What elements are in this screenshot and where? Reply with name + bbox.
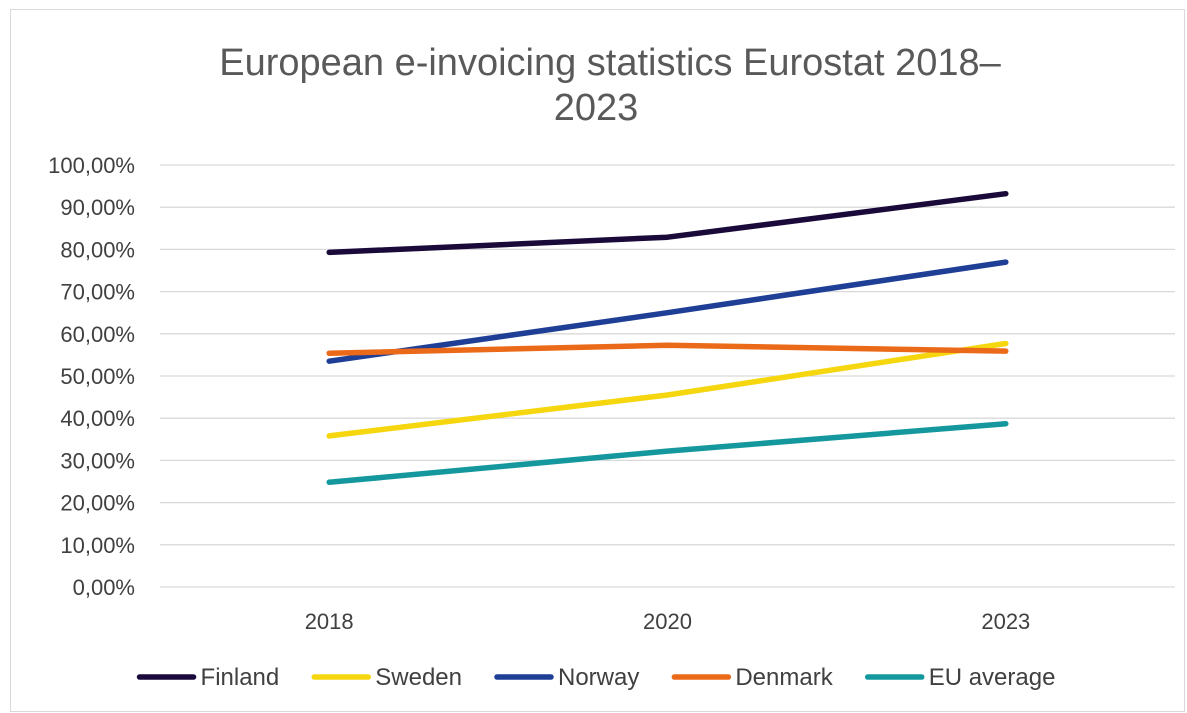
legend-label: Denmark — [735, 664, 833, 691]
x-tick-label: 2023 — [981, 609, 1030, 634]
y-tick-label: 30,00% — [60, 448, 135, 473]
legend-label: Finland — [201, 664, 280, 691]
y-tick-label: 70,00% — [60, 280, 135, 305]
series-line-denmark — [326, 342, 1009, 356]
legend-item-finland: Finland — [136, 664, 280, 691]
gridlines — [160, 164, 1175, 588]
y-tick-label: 90,00% — [60, 195, 135, 220]
series-line-eu-average — [326, 420, 1009, 486]
x-tick-label: 2020 — [643, 609, 692, 634]
series-line-sweden — [326, 340, 1009, 439]
chart-title-line-1: European e-invoicing statistics Eurostat… — [219, 42, 1001, 84]
y-tick-label: 20,00% — [60, 491, 135, 516]
chart-title: European e-invoicing statistics Eurostat… — [219, 42, 1001, 129]
legend-item-eu-average: EU average — [864, 664, 1056, 691]
legend-label: EU average — [929, 664, 1056, 691]
y-tick-label: 10,00% — [60, 533, 135, 558]
y-tick-label: 0,00% — [73, 575, 135, 600]
legend-label: Norway — [558, 664, 639, 691]
legend-item-norway: Norway — [494, 664, 639, 691]
y-axis: 0,00% 10,00% 20,00% 30,00% 40,00% 50,00% 60,00… — [48, 153, 135, 600]
chart-title-line-2: 2023 — [554, 87, 639, 129]
x-tick-label: 2018 — [305, 609, 354, 634]
y-tick-label: 50,00% — [60, 364, 135, 389]
y-tick-label: 80,00% — [60, 237, 135, 262]
y-tick-label: 40,00% — [60, 406, 135, 431]
y-tick-label: 100,00% — [48, 153, 135, 178]
legend-item-sweden: Sweden — [311, 664, 462, 691]
legend-label: Sweden — [375, 664, 462, 691]
chart-frame — [10, 9, 1185, 712]
series-lines — [326, 190, 1009, 486]
series-line-norway — [326, 259, 1009, 364]
series-line-finland — [326, 190, 1009, 256]
x-axis: 2018 2020 2023 — [305, 609, 1031, 634]
legend-item-denmark: Denmark — [671, 664, 834, 691]
legend: Finland Sweden Norway Denmark EU average — [136, 664, 1056, 691]
y-tick-label: 60,00% — [60, 322, 135, 347]
